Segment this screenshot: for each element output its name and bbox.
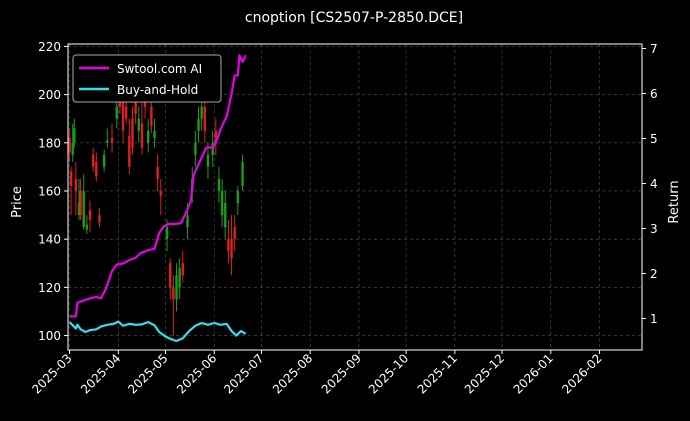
- y-right-tick-label: 1: [650, 312, 658, 326]
- candle-body: [200, 106, 203, 119]
- candle-body: [150, 106, 153, 126]
- candle-body: [140, 123, 144, 148]
- y-right-tick-label: 2: [650, 267, 658, 281]
- candle-body: [227, 239, 230, 252]
- candle-body: [82, 190, 85, 228]
- candle-body: [77, 203, 81, 216]
- candle-body: [165, 227, 169, 240]
- candle-body: [153, 130, 156, 138]
- candle-body: [194, 142, 197, 155]
- candle-body: [181, 263, 184, 276]
- y-left-tick-label: 100: [38, 329, 61, 343]
- y-left-tick-label: 160: [38, 184, 61, 198]
- y-left-tick-label: 220: [38, 40, 61, 54]
- candle-body: [68, 137, 71, 153]
- candle-body: [74, 178, 78, 191]
- candle-body: [79, 190, 82, 216]
- plot-frame: [67, 43, 643, 351]
- candle-body: [175, 275, 178, 300]
- candle-body: [85, 224, 89, 230]
- candle-body: [211, 142, 214, 155]
- y-axis-left-label: Price: [10, 186, 25, 218]
- candle-body: [115, 106, 118, 119]
- y-axis-left: 100 120 140 160 180 200 220: [38, 40, 68, 343]
- candle-body: [91, 154, 95, 167]
- candle-body: [233, 227, 236, 240]
- series-lines: [68, 54, 247, 343]
- candle-body: [241, 162, 244, 187]
- candle-body: [178, 268, 181, 288]
- candle-body: [106, 140, 109, 143]
- candle-body: [147, 130, 150, 143]
- y-axis-right-label: Return: [667, 180, 682, 223]
- candle-body: [217, 178, 221, 191]
- candle-body: [230, 239, 233, 259]
- candle-body: [128, 135, 131, 167]
- candle-body: [186, 215, 189, 228]
- legend-label-benchmark: Buy-and-Hold: [117, 83, 198, 97]
- y-left-tick-label: 140: [38, 233, 61, 247]
- candle-body: [121, 99, 125, 131]
- candle-body: [203, 106, 207, 131]
- candle-body: [137, 118, 140, 131]
- candle-body: [236, 190, 240, 204]
- y-left-tick-label: 120: [38, 281, 61, 295]
- candle-body: [220, 190, 224, 216]
- candle-body: [156, 166, 159, 179]
- candle-body: [214, 130, 218, 143]
- candle-body: [206, 154, 210, 167]
- candle-body: [110, 137, 114, 143]
- candle-body: [95, 162, 98, 177]
- candle-body: [131, 118, 134, 148]
- candle-body: [73, 128, 76, 143]
- candle-body: [69, 171, 73, 187]
- legend-label-strategy: Swtool.com AI: [117, 62, 202, 76]
- candle-body: [124, 106, 128, 119]
- y-right-tick-label: 5: [650, 132, 658, 146]
- candle-body: [71, 142, 74, 155]
- chart-title: cnoption [CS2507-P-2850.DCE]: [245, 10, 463, 26]
- legend: Swtool.com AI Buy-and-Hold: [72, 54, 222, 103]
- y-right-tick-label: 6: [650, 87, 658, 101]
- y-axis-right: 1 2 3 4 5 6 7: [642, 42, 658, 326]
- y-right-tick-label: 7: [650, 42, 658, 56]
- candle-body: [88, 210, 92, 220]
- candle-body: [159, 190, 162, 196]
- candle-body: [224, 203, 227, 228]
- candle-body: [98, 215, 101, 223]
- candle-body: [102, 154, 106, 167]
- y-right-tick-label: 3: [650, 222, 658, 236]
- legend-box: [72, 54, 222, 103]
- candle-body: [172, 287, 175, 300]
- candle-body: [169, 263, 172, 288]
- y-left-tick-label: 200: [38, 88, 61, 102]
- y-right-tick-label: 4: [650, 177, 658, 191]
- benchmark-line: [68, 320, 247, 343]
- y-left-tick-label: 180: [38, 136, 61, 150]
- candle-body: [197, 118, 200, 131]
- candle-body: [134, 94, 137, 114]
- strategy-line: [69, 54, 247, 318]
